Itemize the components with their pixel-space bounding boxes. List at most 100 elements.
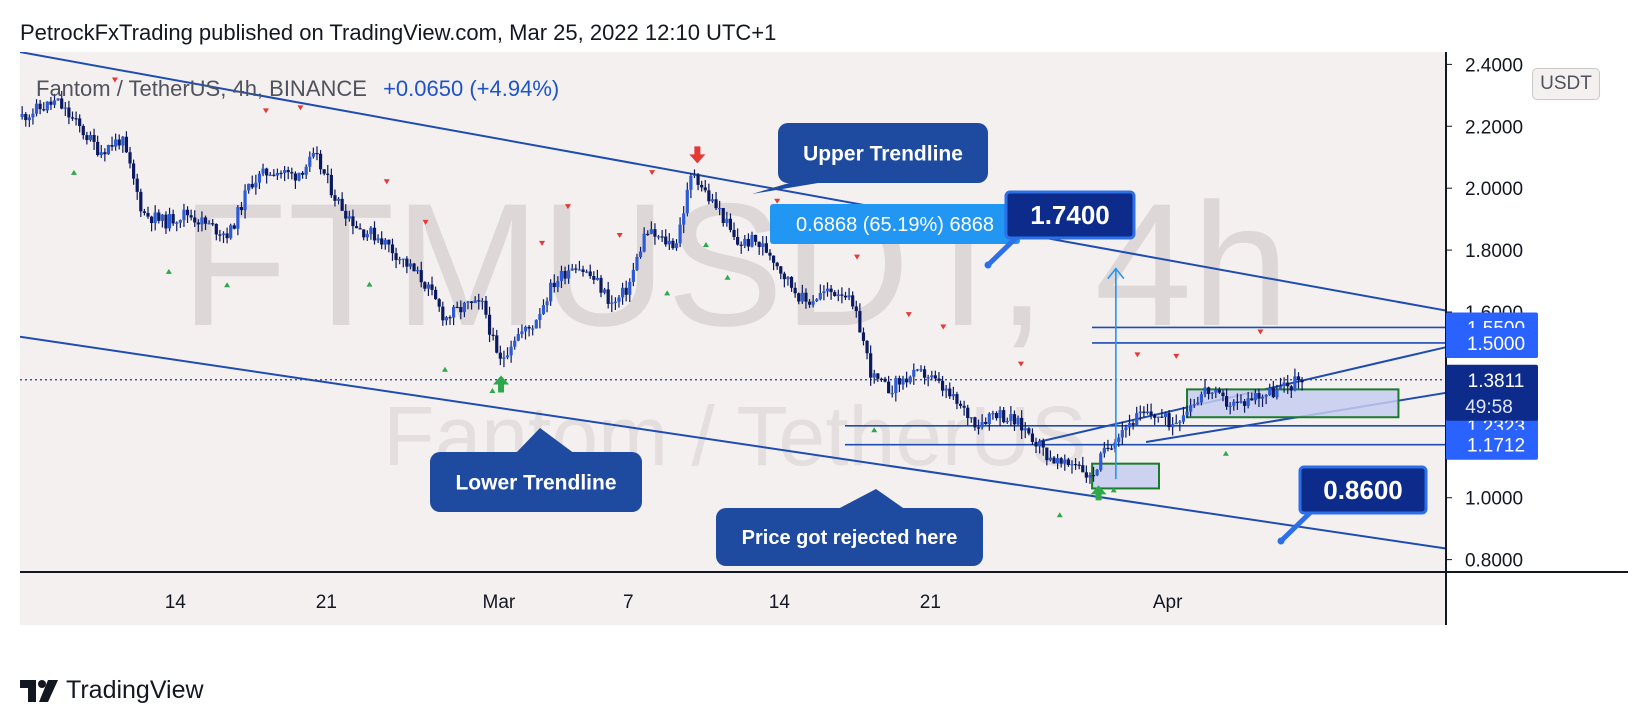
candle-body bbox=[567, 270, 571, 279]
candle-body bbox=[451, 306, 456, 318]
upper-trendline[interactable] bbox=[20, 52, 1447, 312]
candle-body bbox=[545, 301, 549, 306]
candle-body bbox=[1127, 423, 1132, 428]
candle-body bbox=[74, 118, 78, 120]
candle-body bbox=[311, 152, 315, 157]
candle-body bbox=[1091, 475, 1096, 477]
candle-body bbox=[962, 405, 966, 408]
candle-body bbox=[757, 241, 761, 247]
candle-body bbox=[761, 243, 765, 247]
candle-body bbox=[1268, 387, 1272, 395]
consolidation-zone[interactable] bbox=[1091, 462, 1160, 490]
bar-countdown: 49:58 bbox=[1465, 397, 1513, 418]
candle-body bbox=[725, 218, 729, 223]
target-high-label-box[interactable] bbox=[1004, 190, 1136, 240]
candle-body bbox=[930, 375, 934, 378]
candle-body bbox=[416, 270, 420, 272]
candle-body bbox=[922, 369, 927, 378]
candle-body bbox=[358, 228, 362, 230]
candle-body bbox=[602, 289, 607, 293]
candle-body bbox=[718, 208, 722, 210]
candle-body bbox=[322, 169, 326, 174]
candle-body bbox=[851, 295, 855, 307]
target-low-label-anchor bbox=[1277, 537, 1285, 545]
candle-body bbox=[110, 145, 114, 147]
candle-body bbox=[700, 184, 704, 188]
candle-body bbox=[70, 117, 75, 119]
candle-body bbox=[466, 301, 470, 303]
candle-body bbox=[951, 394, 955, 397]
swing-high-marker bbox=[564, 204, 571, 210]
price-level-tag[interactable] bbox=[1446, 429, 1538, 460]
candle-body bbox=[606, 289, 610, 304]
candle-body bbox=[1135, 413, 1139, 425]
candle-body bbox=[861, 332, 866, 341]
candle-body bbox=[128, 152, 132, 164]
candle-body bbox=[469, 301, 474, 303]
candle-body bbox=[1160, 416, 1164, 418]
candle-body bbox=[505, 355, 510, 358]
candle-body bbox=[491, 334, 495, 336]
candle-body bbox=[1056, 458, 1060, 464]
candle-body bbox=[523, 326, 528, 332]
swing-low-marker bbox=[1110, 487, 1117, 493]
candle-body bbox=[1181, 415, 1186, 422]
candle-body bbox=[531, 328, 535, 330]
candle-body bbox=[203, 217, 208, 224]
candle-body bbox=[182, 209, 186, 221]
candle-body bbox=[646, 233, 650, 235]
lower-trendline-callout-box[interactable] bbox=[430, 452, 642, 512]
price-level-tag[interactable] bbox=[1446, 327, 1538, 358]
swing-low-marker bbox=[366, 281, 373, 287]
candle-body bbox=[1041, 440, 1045, 448]
plot-background bbox=[20, 52, 1446, 572]
rejection-callout-box[interactable] bbox=[716, 508, 983, 566]
swing-low-marker bbox=[441, 366, 448, 372]
candle-body bbox=[660, 236, 664, 238]
candle-body bbox=[124, 136, 129, 153]
current-price-tag[interactable] bbox=[1446, 364, 1538, 421]
price-chart[interactable]: FTMUSDT, 4h Fantom / TetherUS Upper Tren… bbox=[20, 52, 1628, 655]
candle-body bbox=[394, 253, 398, 260]
candle-body bbox=[333, 195, 337, 201]
candle-body bbox=[31, 113, 35, 118]
candle-body bbox=[239, 207, 244, 211]
y-tick-label: 1.8000 bbox=[1465, 241, 1523, 262]
candle-body bbox=[991, 413, 995, 415]
candle-body bbox=[750, 234, 754, 247]
candle-body bbox=[1203, 387, 1207, 395]
candle-body bbox=[883, 378, 887, 382]
x-axis-background bbox=[20, 572, 1446, 625]
candle-body bbox=[1224, 396, 1229, 407]
candle-body bbox=[149, 216, 154, 224]
candle-body bbox=[559, 270, 564, 282]
candle-body bbox=[185, 209, 190, 216]
candle-body bbox=[933, 375, 937, 379]
upper-trendline-callout-box[interactable] bbox=[778, 123, 988, 183]
candle-body bbox=[1023, 428, 1027, 431]
consolidation-zone[interactable] bbox=[1186, 388, 1400, 419]
x-tick-label: 21 bbox=[920, 592, 941, 613]
candle-body bbox=[541, 305, 546, 315]
candle-body bbox=[408, 263, 413, 267]
candle-body bbox=[948, 388, 952, 397]
candle-body bbox=[710, 199, 715, 202]
measure-label-box[interactable] bbox=[770, 204, 1020, 244]
candle-body bbox=[620, 287, 625, 298]
candle-body bbox=[1145, 411, 1150, 414]
target-low-label-box[interactable] bbox=[1298, 465, 1428, 515]
tradingview-brand[interactable]: TradingView bbox=[20, 676, 204, 705]
lower-trendline[interactable] bbox=[20, 335, 1447, 550]
candle-body bbox=[1286, 382, 1290, 387]
currency-unit-button[interactable]: USDT bbox=[1532, 68, 1600, 100]
candle-body bbox=[1052, 457, 1056, 464]
candle-body bbox=[308, 156, 312, 167]
candle-body bbox=[635, 257, 639, 270]
candle-body bbox=[1289, 386, 1293, 391]
candle-body bbox=[581, 269, 585, 273]
symbol-legend[interactable]: Fantom / TetherUS, 4h, BINANCE +0.0650 (… bbox=[36, 76, 559, 102]
candle-body bbox=[268, 174, 272, 176]
candle-body bbox=[549, 282, 553, 302]
candle-body bbox=[1117, 437, 1121, 443]
candle-body bbox=[1059, 458, 1063, 464]
